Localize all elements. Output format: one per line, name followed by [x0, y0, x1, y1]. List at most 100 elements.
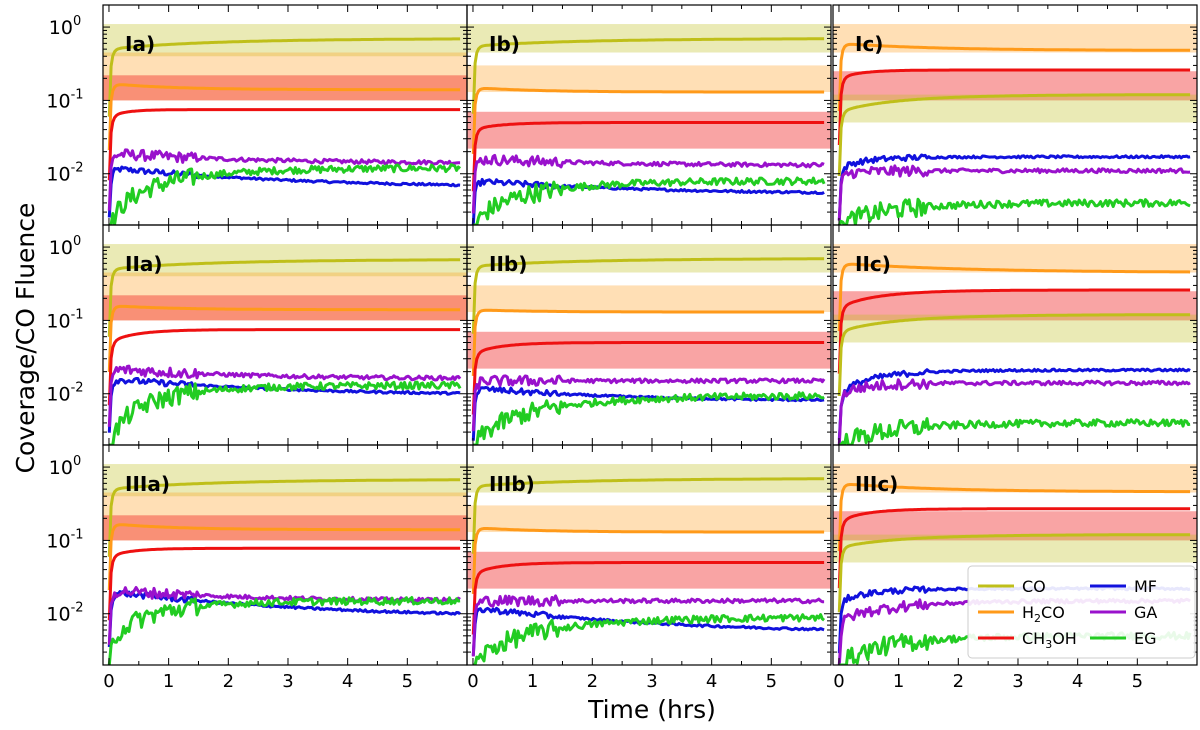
x-tick-label: 2 [223, 671, 234, 692]
series-H2CO [471, 308, 825, 376]
series-H2CO [837, 483, 1191, 552]
panel-Ic: Ic) [832, 4, 1198, 226]
series-EG [837, 197, 1191, 225]
band-CO [833, 314, 1197, 343]
series-H2CO [107, 523, 461, 591]
x-tick-label: 0 [467, 671, 478, 692]
series-MF [837, 367, 1191, 440]
series-H2CO [837, 262, 1191, 332]
plot-area [833, 464, 1197, 665]
band-CO [833, 94, 1197, 123]
series-CH3OH [471, 121, 825, 192]
series-CO [471, 257, 825, 334]
y-tick-label: 10-1 [46, 527, 83, 552]
series-H2CO [837, 42, 1191, 112]
legend-label-GA: GA [1134, 603, 1157, 622]
plot-area [103, 24, 467, 225]
series-GA [837, 378, 1191, 445]
x-axis-label: Time (hrs) [587, 695, 716, 724]
x-tick-label: 3 [1012, 671, 1023, 692]
plot-area [467, 24, 831, 225]
y-tick-label: 10-2 [46, 381, 83, 406]
series-CO [471, 37, 825, 114]
panel-frame [466, 444, 832, 666]
series-CH3OH [107, 328, 461, 406]
panel-label: IIIb) [489, 472, 535, 496]
plot-area [467, 464, 831, 665]
band-H2CO [103, 272, 467, 321]
band-CH3OH [467, 551, 831, 589]
series-H2CO [107, 83, 461, 151]
panel-IIIc: IIIc) 0 1 2 3 4 5 [832, 444, 1198, 692]
series-EG [107, 596, 461, 665]
x-tick-label: 0 [103, 671, 114, 692]
series-CO [107, 37, 461, 117]
panel-Ib: Ib) [466, 4, 832, 226]
panel-label: IIa) [125, 252, 163, 276]
legend-label-MF: MF [1134, 577, 1157, 596]
legend-label-H2CO: H2CO [1022, 603, 1065, 625]
series-MF [471, 385, 825, 441]
panel-label: IIIa) [125, 472, 170, 496]
panel-label: Ib) [489, 32, 520, 56]
series-GA [471, 153, 825, 214]
panel-label: IIc) [855, 252, 891, 276]
series-CH3OH [471, 341, 825, 415]
panel-label: IIb) [489, 252, 527, 276]
panel-label: Ic) [855, 32, 883, 56]
plot-area [833, 244, 1197, 445]
y-tick-label: 10-1 [46, 307, 83, 332]
x-tick-label: 3 [282, 671, 293, 692]
x-tick-label: 3 [646, 671, 657, 692]
panel-Ia: Ia) 100 10-1 10-2 [46, 4, 468, 226]
series-CH3OH [471, 561, 825, 635]
series-CH3OH [107, 108, 461, 181]
y-tick-label: 10-2 [46, 601, 83, 626]
series-GA [107, 148, 461, 211]
series-CH3OH [837, 507, 1191, 589]
band-CH3OH [467, 111, 831, 149]
legend-label-EG: EG [1134, 629, 1157, 648]
x-tick-label: 4 [706, 671, 717, 692]
panel-IIIa: IIIa) 100 10-1 10-2 0 1 2 3 4 5 [46, 444, 468, 692]
panel-label: IIIc) [855, 472, 898, 496]
series-H2CO [107, 304, 461, 372]
series-EG [473, 613, 826, 665]
series-GA [107, 586, 461, 646]
y-tick-label: 100 [49, 14, 81, 39]
band-H2CO [467, 65, 831, 93]
legend-box [967, 565, 1196, 659]
x-tick-label: 1 [163, 671, 174, 692]
x-tick-label: 5 [766, 671, 777, 692]
series-CH3OH [837, 68, 1191, 146]
series-EG [109, 163, 462, 225]
series-H2CO [471, 527, 825, 594]
panel-IIb: IIb) [466, 224, 832, 446]
band-CH3OH [467, 331, 831, 369]
plot-area [833, 24, 1197, 225]
series-CO [107, 258, 461, 337]
y-tick-label: 10-1 [46, 87, 83, 112]
y-tick-label: 10-2 [46, 161, 83, 186]
series-H2CO [471, 87, 825, 154]
series-MF [107, 165, 461, 218]
x-tick-label: 2 [587, 671, 598, 692]
plot-area [103, 464, 467, 665]
panel-label: Ia) [125, 32, 155, 56]
series-CO [837, 313, 1191, 397]
series-MF [837, 153, 1191, 221]
x-tick-label: 2 [953, 671, 964, 692]
band-H2CO [467, 285, 831, 313]
series-MF [471, 177, 825, 225]
series-CO [837, 93, 1191, 177]
series-GA [837, 164, 1191, 221]
x-tick-label: 5 [402, 671, 413, 692]
series-GA [471, 374, 826, 432]
plot-area [103, 244, 467, 445]
band-H2CO [467, 505, 831, 533]
series-GA [107, 364, 462, 427]
x-tick-label: 1 [527, 671, 538, 692]
panel-frame [832, 444, 1198, 666]
